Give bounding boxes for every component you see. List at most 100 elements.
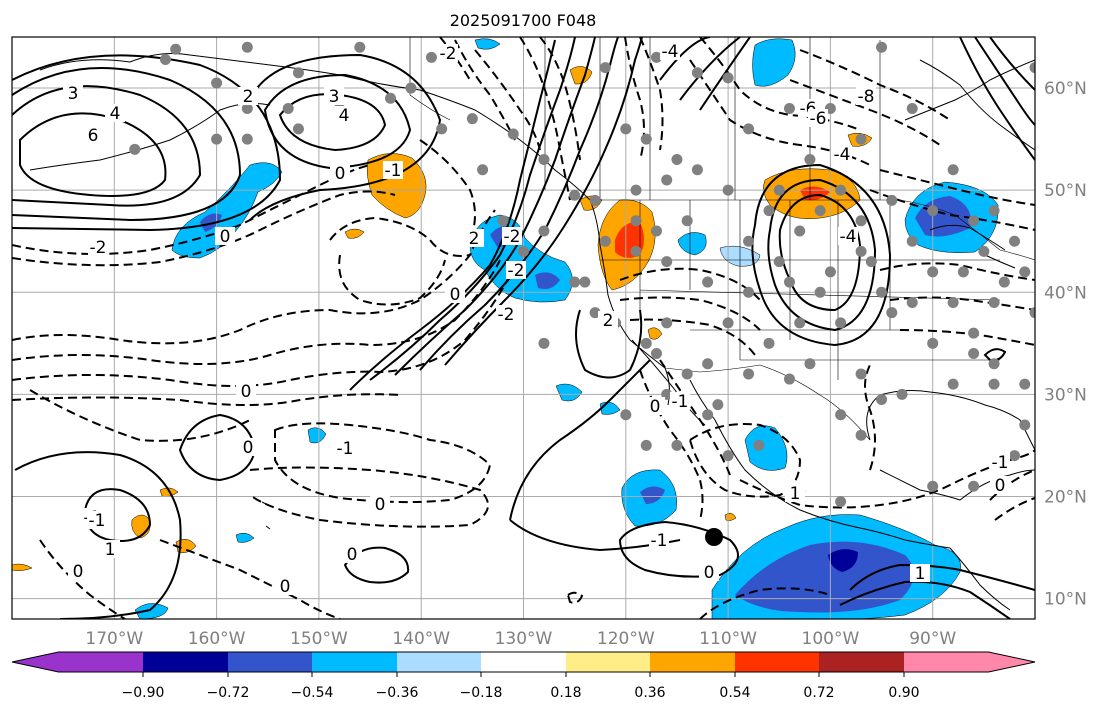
- chart-title: 2025091700 F048: [450, 11, 597, 30]
- colorbar-segment: [650, 652, 735, 672]
- contour-positive: [767, 178, 877, 332]
- contour-negative: [29, 389, 251, 442]
- station-dot: [947, 378, 959, 390]
- station-dot: [640, 133, 652, 145]
- station-dot: [968, 348, 980, 360]
- station-dot: [886, 194, 898, 206]
- contour-positive: [14, 451, 182, 619]
- contour-negative: [879, 262, 1035, 346]
- contour-label-bg: [645, 397, 665, 415]
- contour-negative: [566, 591, 584, 604]
- colorbar-extend-low-tip: [12, 652, 59, 672]
- contour-positive: [19, 112, 167, 197]
- station-dot: [538, 337, 550, 349]
- station-dot: [661, 174, 673, 186]
- station-dot: [722, 72, 734, 84]
- contour-label: 1: [105, 540, 116, 560]
- shade-positive-region: [12, 563, 33, 571]
- shade-negative-region: [752, 38, 796, 87]
- contour-negative: [12, 259, 501, 365]
- contour-label: -4: [840, 227, 857, 247]
- station-dot: [794, 317, 806, 329]
- station-dot: [927, 266, 939, 278]
- colorbar: −0.90 −0.72 −0.54 −0.36 −0.18 0.18 0.36 0.54 0.7…: [11, 651, 1036, 701]
- latitude-tick-label: 30°N: [1044, 385, 1087, 405]
- longitude-tick-label: 110°W: [699, 629, 757, 649]
- station-dot: [773, 256, 785, 268]
- station-dot: [743, 286, 755, 298]
- coastline-aleutians: [29, 102, 271, 171]
- station-dot: [712, 399, 724, 411]
- contour-label-bg: [88, 238, 108, 256]
- station-dot: [170, 43, 182, 55]
- contour-positive: [12, 67, 242, 222]
- colorbar-tick-label: −0.72: [207, 685, 250, 701]
- gridlines: [12, 37, 1035, 619]
- colorbar-tick-label: 0.36: [634, 685, 665, 701]
- contour-label: 0: [241, 382, 252, 402]
- station-dot: [671, 439, 683, 451]
- colorbar-segment: [904, 652, 989, 672]
- shade-negative-region: [307, 427, 327, 444]
- station-dot: [876, 393, 888, 405]
- contour-label: 3: [329, 87, 340, 107]
- contour-positive: [249, 53, 442, 221]
- station-dot: [691, 67, 703, 79]
- contour-label: 0: [243, 438, 254, 458]
- station-dot: [1019, 419, 1031, 431]
- longitude-tick-label: 100°W: [802, 629, 860, 649]
- station-dot: [835, 496, 847, 508]
- shade-negative-region: [677, 232, 707, 256]
- station-dot: [753, 439, 765, 451]
- station-dot: [804, 154, 816, 166]
- contour-label: 0: [73, 562, 84, 582]
- contour-negative: [12, 274, 511, 387]
- contour-label-bg: [63, 84, 83, 102]
- contour-label-bg: [598, 311, 618, 329]
- contour-labels: 3463420-1-20-2-4-6-8-4-6-4-22-220-2-100-…: [63, 42, 1010, 597]
- contour-negative: [739, 449, 1035, 509]
- station-dot: [681, 215, 693, 227]
- station-dot: [773, 184, 785, 196]
- contour-label: 1: [790, 484, 801, 504]
- contour-label: -1: [992, 453, 1009, 473]
- station-dot: [814, 286, 826, 298]
- colorbar-tick-label: −0.36: [376, 685, 419, 701]
- contour-label: 0: [704, 563, 715, 583]
- station-dot: [957, 266, 969, 278]
- colorbar-segment: [228, 652, 312, 672]
- contour-label: -2: [440, 44, 457, 64]
- station-dot: [1029, 307, 1035, 319]
- station-dot: [599, 235, 611, 247]
- station-dot: [783, 373, 795, 385]
- contour-label: 0: [220, 227, 231, 247]
- contour-label: 1: [915, 564, 926, 584]
- latitude-ticks: 60°N 50°N 40°N 30°N 20°N 10°N: [1044, 79, 1087, 610]
- shaded-regions: [12, 38, 999, 619]
- coastline-greatlakes: [929, 224, 1016, 269]
- contour-label-bg: [660, 42, 680, 60]
- station-dot: [241, 133, 253, 145]
- longitude-tick-label: 170°W: [85, 629, 143, 649]
- station-dot: [886, 307, 898, 319]
- colorbar-tick-label: 0.90: [888, 685, 919, 701]
- station-dot: [865, 256, 877, 268]
- station-dot: [855, 429, 867, 441]
- contour-label-bg: [105, 104, 125, 122]
- station-dot: [589, 194, 601, 206]
- station-dot: [620, 409, 632, 421]
- station-dot: [896, 388, 908, 400]
- contour-label: -8: [858, 87, 875, 107]
- contour-negative: [869, 169, 1035, 231]
- station-dot: [743, 123, 755, 135]
- contour-label-bg: [649, 531, 669, 549]
- contour-label-bg: [324, 87, 344, 105]
- coastline-baja: [631, 339, 706, 426]
- contour-negative: [699, 587, 831, 619]
- station-dot: [630, 215, 642, 227]
- highlight-marker: [705, 528, 723, 546]
- station-dot: [906, 102, 918, 114]
- border-alaska-canada: [409, 37, 451, 121]
- contour-label: 4: [339, 106, 350, 126]
- contour-label-bg: [506, 261, 526, 279]
